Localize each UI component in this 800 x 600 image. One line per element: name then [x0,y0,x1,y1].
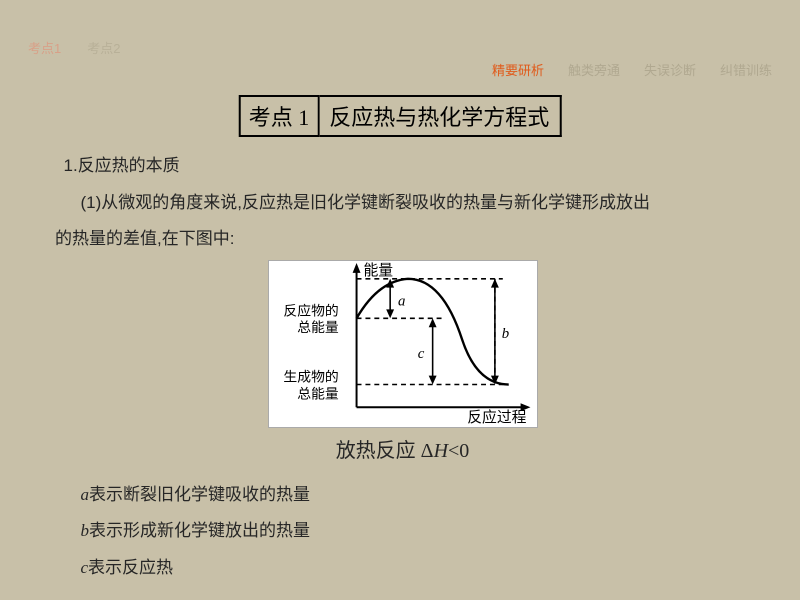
product-label-1: 生成物的 [283,369,338,384]
line-a: a表示断裂旧化学键吸收的热量 [55,477,750,514]
tab-kaodian2[interactable]: 考点2 [87,38,120,57]
title-number: 考点 1 [239,95,320,137]
page-title-box: 考点 1 反应热与热化学方程式 [239,95,562,137]
label-a: a [398,293,405,309]
diagram-container: a c b 能量 反应过程 反应物的 总能量 生成物的 总能量 放热反应 ΔH<… [55,260,750,473]
diagram-caption: 放热反应 ΔH<0 [336,430,470,473]
y-axis-label: 能量 [363,261,393,278]
line-b: b表示形成新化学键放出的热量 [55,513,750,550]
energy-diagram: a c b 能量 反应过程 反应物的 总能量 生成物的 总能量 [268,260,538,428]
tab-jingyao[interactable]: 精要研析 [492,60,544,79]
tab-jiucuo[interactable]: 纠错训练 [720,60,772,79]
tab-kaodian1[interactable]: 考点1 [28,38,61,57]
content-area: 1.反应热的本质 (1)从微观的角度来说,反应热是旧化学键断裂吸收的热量与新化学… [55,148,750,586]
label-c: c [417,345,424,361]
top-tab-bar: 考点1 考点2 [28,38,120,57]
paragraph-1a: (1)从微观的角度来说,反应热是旧化学键断裂吸收的热量与新化学键形成放出 [55,185,750,222]
label-b: b [501,326,508,342]
title-text: 反应热与热化学方程式 [319,95,561,137]
reactant-label-2: 总能量 [297,320,339,335]
tab-shiwu[interactable]: 失误诊断 [644,60,696,79]
right-tab-bar: 精要研析 触类旁通 失误诊断 纠错训练 [492,60,772,79]
product-label-2: 总能量 [297,386,339,401]
tab-chulei[interactable]: 触类旁通 [568,60,620,79]
paragraph-1b: 的热量的差值,在下图中: [55,221,750,258]
section-heading: 1.反应热的本质 [55,148,750,185]
reactant-label-1: 反应物的 [283,302,338,318]
x-axis-label: 反应过程 [467,408,526,426]
line-c: c表示反应热 [55,550,750,587]
